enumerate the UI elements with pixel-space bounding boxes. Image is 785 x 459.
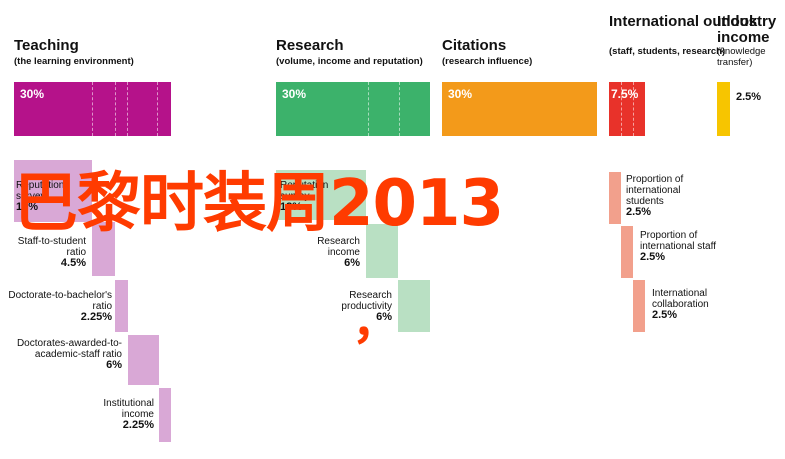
teaching-weight: 30%	[20, 87, 45, 101]
teaching-subtitle: (the learning environment)	[14, 56, 134, 67]
research-productivity-segment	[398, 280, 430, 332]
international-weight: 7.5%	[611, 87, 639, 101]
international-collaboration-label: International collaboration 2.5%	[652, 288, 709, 321]
citations-weight: 30%	[448, 87, 473, 101]
teaching-bar: 30%	[14, 82, 171, 136]
research-reputation-segment	[276, 170, 366, 220]
research-income-segment	[366, 224, 398, 278]
teaching-doctorates-awarded-segment	[128, 335, 159, 385]
research-subtitle: (volume, income and reputation)	[276, 56, 423, 67]
research-title: Research	[276, 37, 344, 54]
citations-bar: 30%	[442, 82, 597, 136]
international-title: International outlook	[609, 13, 758, 30]
international-students-label: Proportion of international students 2.5…	[626, 174, 684, 218]
teaching-doctorate-label: Doctorate-to-bachelor's ratio 2.25%	[8, 290, 112, 323]
overlay-title: 巴黎时装周2013	[14, 167, 504, 241]
international-staff-label: Proportion of international staff 2.5%	[640, 230, 716, 263]
international-bar: 7.5%	[609, 82, 645, 136]
citations-title: Citations	[442, 37, 507, 54]
research-weight: 30%	[282, 87, 307, 101]
overlay-comma: ，	[352, 294, 401, 350]
industry-title: Industry income	[717, 13, 777, 46]
teaching-doctorate-segment	[115, 280, 128, 332]
teaching-doctorates-awarded-label: Doctorates-awarded-to-academic-staff rat…	[16, 338, 122, 371]
research-reputation-label: Reputation survey 18%	[280, 180, 329, 213]
teaching-staff-ratio-label: Staff-to-student ratio 4.5%	[17, 236, 86, 269]
international-subtitle: (staff, students, research)	[609, 46, 726, 57]
industry-subtitle: (knowledge transfer)	[717, 46, 766, 68]
teaching-reputation-label: Reputation survey 15%	[16, 180, 65, 213]
industry-weight-label: 2.5%	[736, 91, 762, 103]
international-students-segment	[609, 172, 621, 224]
teaching-income-segment	[159, 388, 171, 442]
teaching-income-label: Institutional income 2.25%	[103, 398, 154, 431]
citations-subtitle: (research influence)	[442, 56, 533, 67]
teaching-title: Teaching	[14, 37, 79, 54]
international-staff-segment	[621, 226, 633, 278]
teaching-reputation-segment	[14, 160, 92, 222]
research-productivity-label: Research productivity 6%	[341, 290, 392, 323]
research-income-label: Research income 6%	[317, 236, 360, 269]
international-collaboration-segment	[633, 280, 645, 332]
research-bar: 30%	[276, 82, 430, 136]
teaching-staff-ratio-segment	[92, 222, 115, 276]
industry-bar	[717, 82, 730, 136]
